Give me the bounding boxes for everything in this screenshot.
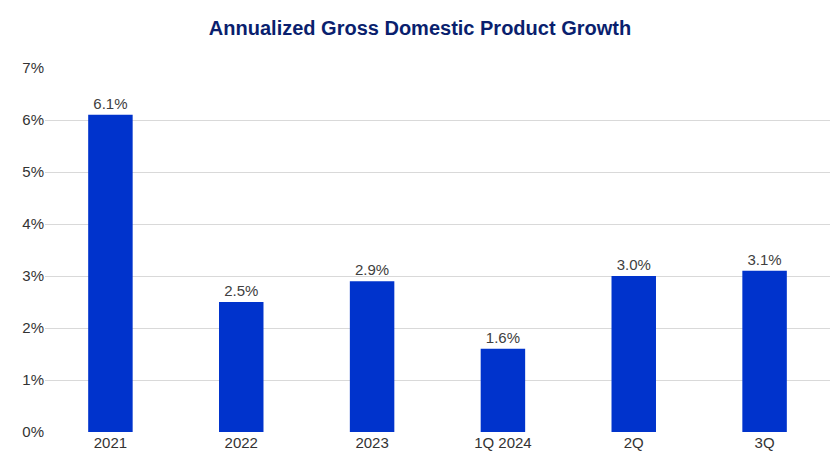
svg-text:3%: 3% (22, 267, 44, 284)
svg-text:3Q: 3Q (755, 434, 775, 451)
svg-text:3.1%: 3.1% (747, 251, 781, 268)
svg-text:7%: 7% (22, 59, 44, 76)
svg-text:Annualized Gross Domestic Prod: Annualized Gross Domestic Product Growth (209, 17, 631, 39)
svg-text:5%: 5% (22, 163, 44, 180)
svg-text:0%: 0% (22, 423, 44, 440)
svg-text:2022: 2022 (225, 434, 258, 451)
svg-text:4%: 4% (22, 215, 44, 232)
svg-text:2.5%: 2.5% (224, 282, 258, 299)
svg-text:3.0%: 3.0% (617, 256, 651, 273)
svg-text:2%: 2% (22, 319, 44, 336)
svg-text:1.6%: 1.6% (486, 329, 520, 346)
svg-text:2023: 2023 (355, 434, 388, 451)
svg-text:6.1%: 6.1% (93, 95, 127, 112)
svg-text:6%: 6% (22, 111, 44, 128)
svg-text:1Q 2024: 1Q 2024 (474, 434, 532, 451)
svg-text:2.9%: 2.9% (355, 261, 389, 278)
svg-text:2Q: 2Q (624, 434, 644, 451)
svg-text:1%: 1% (22, 371, 44, 388)
svg-text:2021: 2021 (94, 434, 127, 451)
